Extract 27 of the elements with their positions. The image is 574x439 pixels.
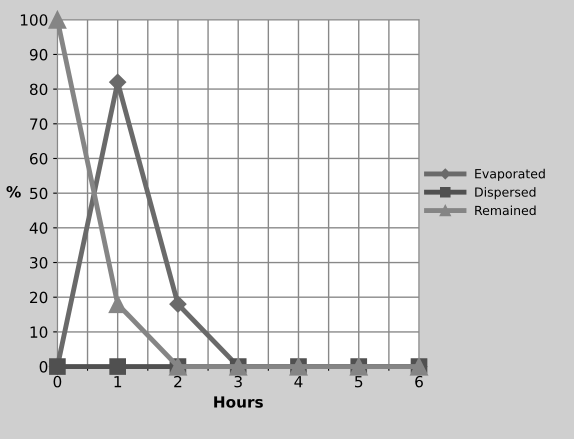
y-tick-label: 100	[20, 14, 48, 26]
x-tick-label: 4	[294, 376, 302, 388]
point	[109, 358, 126, 375]
y-axis-title: %	[6, 186, 21, 198]
y-tick-label: 40	[30, 222, 48, 234]
y-tick-label: 90	[30, 48, 48, 60]
y-tick-label: 0	[40, 361, 48, 373]
x-tick-label: 0	[54, 376, 62, 388]
y-tick-label: 50	[30, 188, 48, 200]
y-tick-label: 10	[30, 326, 48, 338]
y-tick-label: 80	[30, 84, 48, 96]
x-tick-label: 2	[174, 376, 182, 388]
x-tick-label: 1	[114, 376, 122, 388]
x-tick-label: 5	[355, 376, 362, 388]
legend-label: Evaporated	[475, 168, 545, 181]
y-tick-label: 20	[30, 292, 48, 304]
x-axis-title: Hours	[214, 396, 263, 408]
x-tick-label: 3	[234, 376, 242, 388]
y-tick-label: 70	[30, 118, 48, 130]
y-tick-label: 30	[30, 256, 48, 269]
legend-label: Remained	[475, 205, 536, 216]
x-tick-label: 6	[415, 376, 423, 388]
y-tick-label: 60	[30, 152, 48, 164]
point	[108, 295, 127, 314]
point	[169, 296, 186, 313]
legend-label: Dispersed	[475, 187, 536, 200]
point	[48, 10, 66, 29]
